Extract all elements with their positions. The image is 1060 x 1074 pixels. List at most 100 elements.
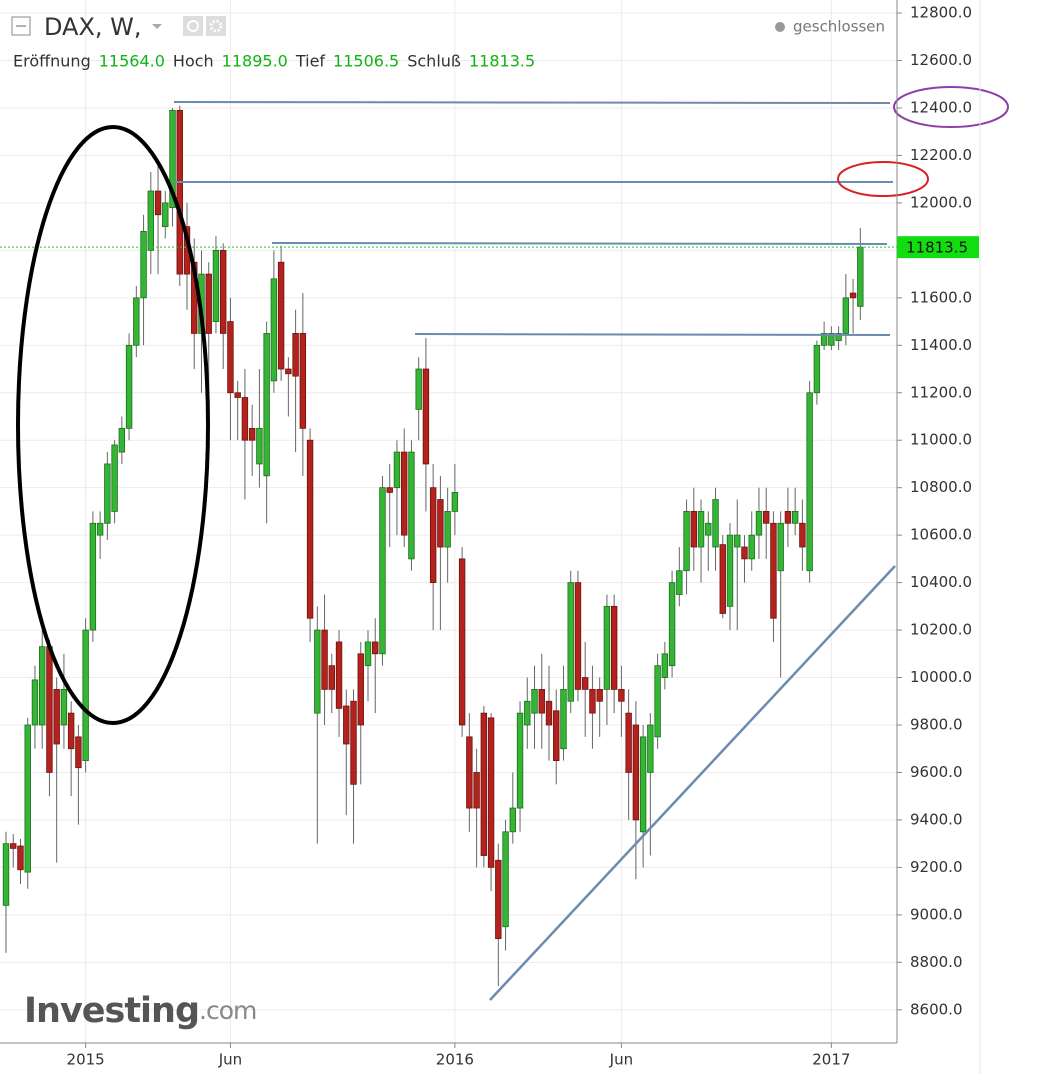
y-tick-label: 10200.0	[910, 621, 972, 639]
candle-body	[480, 712, 488, 856]
candle-body	[46, 646, 53, 773]
resistance-line	[271, 242, 888, 245]
annotations	[16, 86, 1009, 1001]
candle-body	[82, 629, 89, 761]
dropdown-icon[interactable]	[152, 24, 162, 29]
candle-body	[393, 451, 401, 489]
candle-body	[444, 511, 451, 548]
candle-body	[668, 582, 676, 667]
ohlc-legend: Eröffnung 11564.0 Hoch 11895.0 Tief 11506.5 Sc…	[13, 52, 535, 71]
candle-body	[639, 736, 647, 833]
candle-body	[697, 511, 705, 548]
y-tick-label: 12200.0	[910, 146, 972, 164]
candle-body	[154, 190, 162, 216]
candle-body	[408, 451, 415, 560]
y-tick-label: 8800.0	[910, 953, 963, 971]
candle-body	[502, 831, 509, 928]
candle-body	[350, 700, 357, 785]
candle-body	[770, 522, 777, 619]
candle-body	[248, 427, 256, 441]
candle-body	[111, 444, 118, 512]
legend-name: Hoch	[173, 52, 214, 71]
legend-value: 11564.0	[99, 52, 165, 71]
candle-body	[748, 534, 755, 560]
candle-body	[140, 230, 147, 299]
y-tick-label: 8600.0	[910, 1000, 963, 1018]
last-price-label: 11813.5	[906, 239, 968, 257]
candle-body	[357, 653, 364, 726]
candle-body	[835, 333, 842, 341]
y-tick-label: 9200.0	[910, 858, 963, 876]
candle-body	[820, 333, 828, 346]
candle-body	[654, 665, 661, 738]
candle-body	[176, 109, 183, 275]
x-tick-label: 2016	[436, 1051, 474, 1069]
candle-body	[451, 492, 459, 512]
candle-body	[582, 677, 589, 690]
legend-value: 11895.0	[222, 52, 288, 71]
y-tick-label: 10000.0	[910, 668, 972, 686]
watermark: Investing.com	[24, 991, 256, 1031]
candle-body	[234, 392, 241, 398]
candle-body	[147, 190, 154, 251]
candle-body	[343, 705, 350, 745]
candle-body	[24, 724, 31, 873]
candle-body	[169, 109, 176, 209]
settings-icon[interactable]	[206, 16, 226, 36]
chart-title: DAX, W,	[44, 13, 142, 41]
candle-body	[791, 511, 799, 524]
candle-body	[415, 368, 422, 410]
candle-body	[53, 689, 60, 745]
watermark-brand: Investing	[24, 991, 199, 1031]
candle-body	[726, 534, 734, 607]
candle-body	[842, 297, 850, 334]
candle-body	[632, 724, 640, 821]
candle-body	[31, 679, 39, 726]
candle-body	[292, 333, 299, 377]
candle-body	[509, 807, 516, 833]
ellipse-highlight	[16, 125, 210, 725]
candle-body	[299, 333, 307, 429]
candle-body	[690, 511, 697, 548]
legend-name: Tief	[295, 52, 326, 71]
candle-body	[603, 605, 611, 690]
candle-body	[437, 499, 444, 548]
legend-value: 11506.5	[333, 52, 399, 71]
candle-body	[676, 570, 683, 595]
candle-body	[734, 534, 741, 548]
candle-body	[857, 246, 864, 307]
y-tick-label: 11400.0	[910, 336, 972, 354]
candle-body	[473, 772, 480, 809]
candle-body	[429, 487, 437, 584]
axes: 8600.0 8800.0 9000.0 9200.0 9400.0 9600.0 9800…	[67, 4, 979, 1069]
candle-body	[10, 843, 17, 849]
x-tick-label: 2017	[812, 1051, 850, 1069]
x-tick-label: Jun	[218, 1051, 242, 1069]
candle-body	[741, 546, 748, 560]
y-tick-label: 10600.0	[910, 526, 972, 544]
candle-body	[270, 278, 278, 382]
candle-body	[683, 511, 690, 572]
candle-body	[2, 843, 10, 906]
candle-body	[661, 653, 669, 678]
candle-body	[205, 273, 212, 334]
candle-body	[162, 202, 169, 228]
y-tick-label: 12000.0	[910, 193, 972, 211]
visibility-icon[interactable]	[183, 16, 203, 36]
candle-body	[755, 511, 763, 536]
y-tick-label: 10400.0	[910, 573, 972, 591]
candle-body	[799, 522, 806, 548]
candle-body	[524, 700, 531, 726]
status-dot	[775, 22, 785, 32]
candle-body	[531, 689, 538, 714]
x-tick-label: 2015	[67, 1051, 105, 1069]
candle-body	[777, 522, 784, 572]
candle-body	[618, 689, 625, 702]
candle-body	[849, 292, 857, 299]
candle-body	[400, 451, 408, 536]
candle-body	[828, 333, 835, 346]
candle-body	[589, 689, 596, 714]
candle-body	[553, 710, 560, 761]
